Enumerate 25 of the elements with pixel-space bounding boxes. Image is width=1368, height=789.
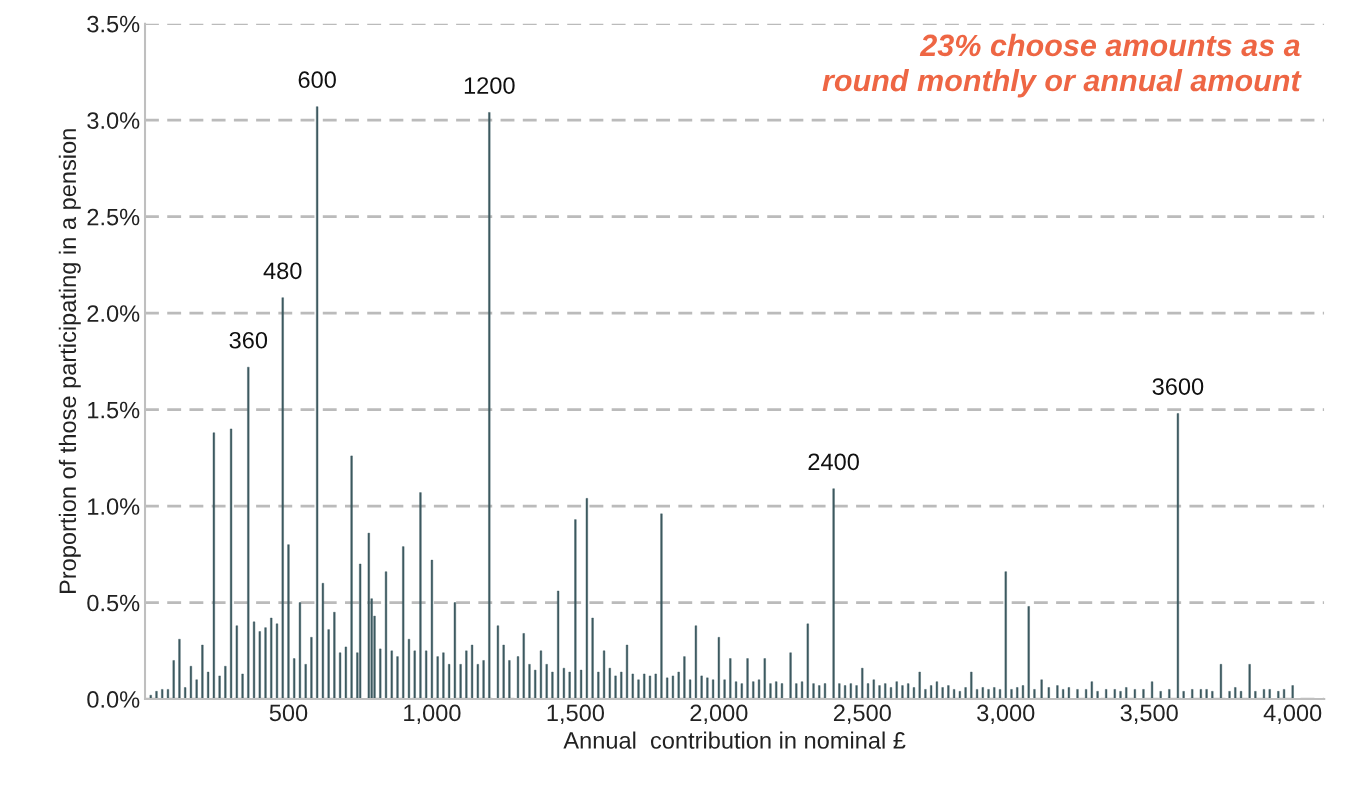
y-tick-label: 0.0%	[87, 691, 140, 708]
x-tick-label: 1,500	[547, 704, 604, 725]
y-tick-label: 0.5%	[87, 594, 140, 612]
x-tick-label: 500	[269, 704, 308, 722]
y-tick-label: 3.0%	[87, 112, 140, 129]
y-tick-label: 2.0%	[87, 305, 140, 322]
x-tick-label: 4,000	[1263, 704, 1322, 725]
y-tick-label: 3.5%	[87, 15, 140, 33]
x-tick-label: 2,000	[690, 704, 748, 725]
x-tick-label: 3,500	[1120, 704, 1178, 725]
y-axis-title: Proportion of those participating in a pension	[58, 129, 81, 594]
annotation: 23% choose amounts as a round monthly or annual amount	[822, 33, 1302, 98]
annotation: 480	[263, 262, 302, 280]
x-tick-label: 2,500	[833, 704, 891, 725]
annotation: 360	[229, 331, 268, 349]
annotation: 3600	[1152, 378, 1204, 395]
annotation: 600	[298, 71, 336, 89]
y-tick-label: 1.0%	[88, 498, 140, 515]
y-tick-label: 2.5%	[87, 208, 140, 226]
x-tick-label: 1,000	[404, 704, 461, 725]
annotation: 2400	[808, 453, 859, 471]
annotation: 1200	[464, 77, 515, 94]
x-axis-title: Annual contribution in nominal £	[563, 731, 906, 749]
y-tick-label: 1.5%	[88, 401, 140, 419]
x-tick-label: 3,000	[977, 704, 1035, 725]
